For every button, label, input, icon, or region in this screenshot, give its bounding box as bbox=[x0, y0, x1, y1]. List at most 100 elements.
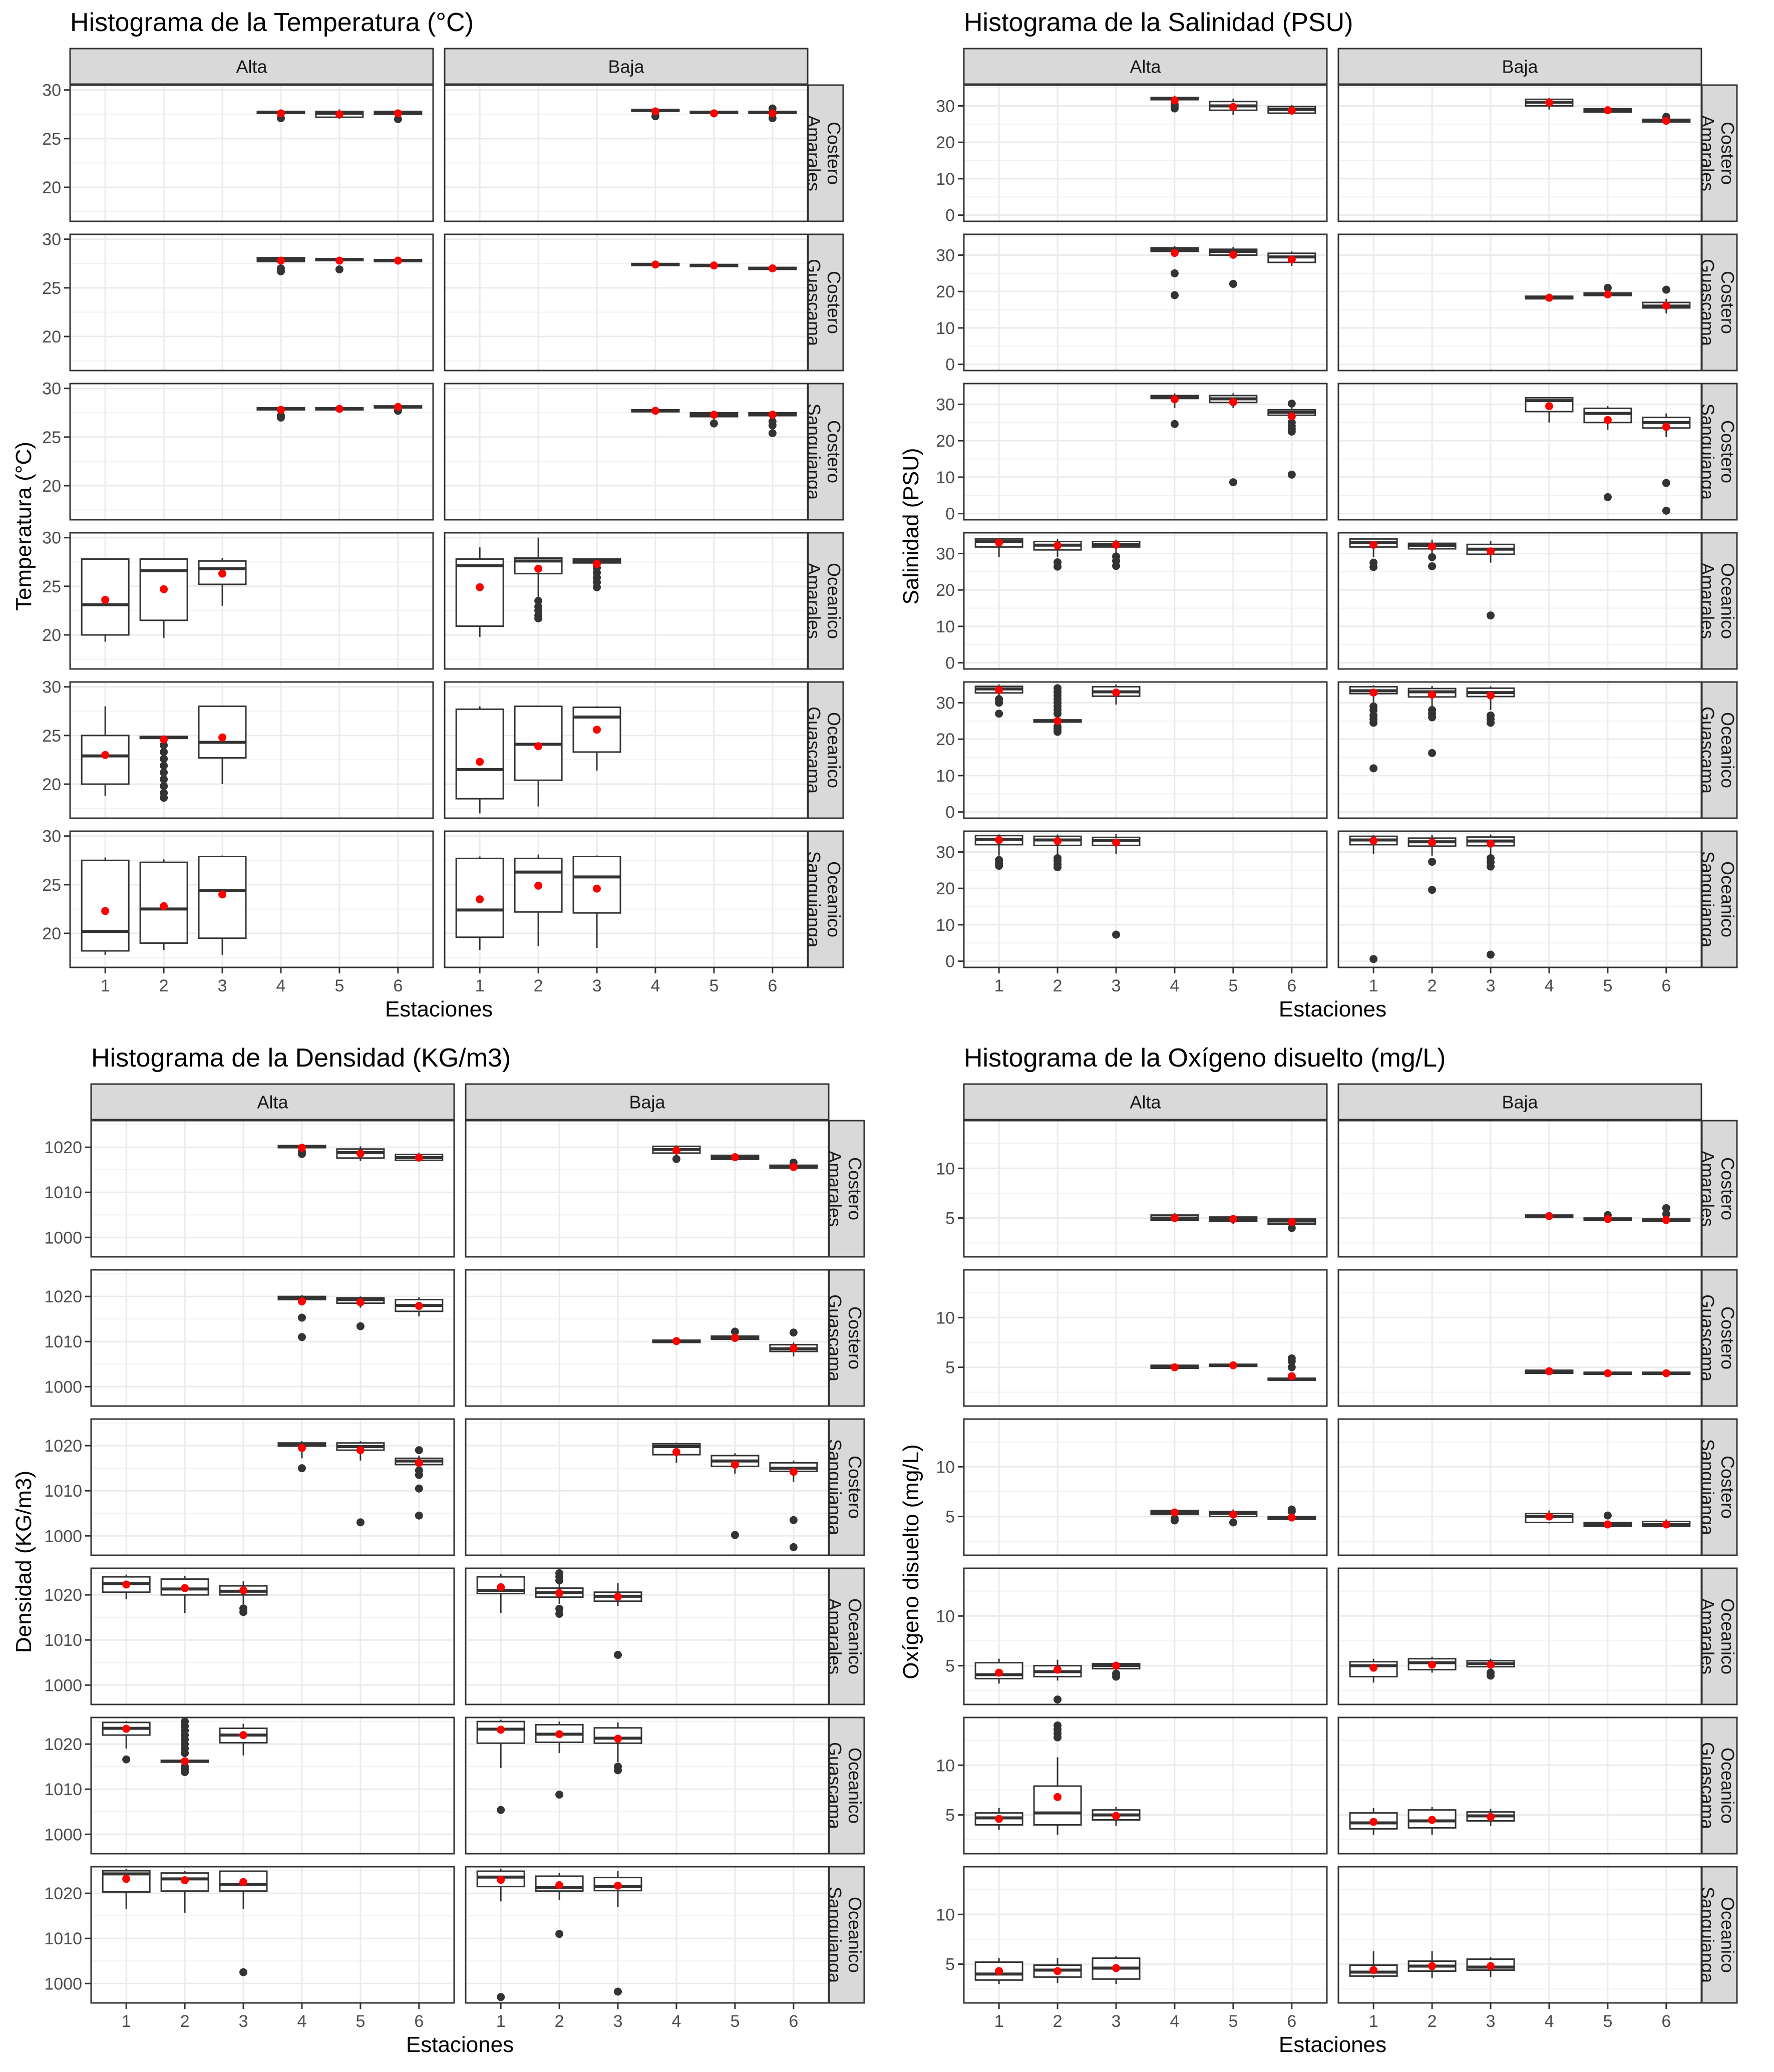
outlier-point bbox=[709, 419, 718, 428]
outlier-point bbox=[593, 583, 601, 591]
panel-background bbox=[466, 1568, 829, 1704]
outlier-point bbox=[1662, 1210, 1670, 1218]
mean-point bbox=[1369, 1663, 1378, 1672]
mean-point bbox=[1053, 1967, 1062, 1975]
mean-point bbox=[1603, 1215, 1612, 1223]
boxplot-station-5 bbox=[315, 109, 364, 119]
boxplot-station-2 bbox=[160, 1871, 209, 1913]
outlier-point bbox=[1287, 1354, 1296, 1362]
outlier-point bbox=[276, 414, 285, 422]
panel bbox=[1337, 681, 1702, 819]
boxplot-station-1 bbox=[455, 856, 504, 950]
panel-border bbox=[69, 84, 434, 222]
x-tick-label: 6 bbox=[1287, 2012, 1296, 2031]
mean-point bbox=[356, 1446, 365, 1455]
boxplot-station-1 bbox=[81, 706, 130, 796]
mean-point bbox=[1545, 1367, 1553, 1375]
panel bbox=[444, 84, 809, 222]
outlier-point bbox=[1053, 710, 1062, 718]
panel-background bbox=[964, 1121, 1327, 1257]
panel-border bbox=[465, 1269, 830, 1407]
panel-background bbox=[1338, 682, 1701, 818]
outlier-point bbox=[1287, 400, 1296, 408]
x-tick-label: 5 bbox=[1603, 2012, 1612, 2031]
boxplot-station-4 bbox=[1150, 1213, 1199, 1222]
outlier-point bbox=[1487, 719, 1495, 727]
boxplot-station-4 bbox=[631, 407, 680, 415]
boxplot-station-5 bbox=[1583, 1511, 1632, 1529]
y-tick-label: 10 bbox=[936, 1308, 955, 1327]
y-tick-label: 20 bbox=[42, 178, 61, 197]
panel-background bbox=[1338, 1419, 1701, 1555]
boxplot-station-6 bbox=[1267, 251, 1316, 266]
panel-background bbox=[964, 234, 1327, 371]
mean-point bbox=[1428, 690, 1437, 699]
boxplot-station-4 bbox=[1525, 293, 1574, 302]
panel-background bbox=[1338, 1717, 1701, 1854]
outlier-point bbox=[297, 1333, 306, 1341]
column-strip bbox=[1337, 1083, 1702, 1121]
panel bbox=[963, 233, 1328, 372]
outlier-point bbox=[1428, 749, 1437, 757]
row-strip-label-1: Oceanico bbox=[1717, 712, 1738, 788]
panel-border bbox=[963, 84, 1328, 222]
panel-border bbox=[963, 1866, 1328, 2004]
y-tick-label: 20 bbox=[42, 477, 61, 496]
boxplot-station-4 bbox=[652, 1145, 701, 1163]
boxplot-station-4 bbox=[1150, 393, 1199, 428]
panel-border bbox=[963, 1418, 1328, 1556]
mean-point bbox=[297, 1297, 306, 1306]
y-tick-label: 25 bbox=[42, 279, 61, 298]
panel-background bbox=[445, 682, 808, 818]
panel bbox=[1337, 233, 1702, 372]
boxplot-station-1 bbox=[1349, 835, 1398, 963]
panel bbox=[90, 1269, 455, 1407]
panel-border bbox=[1337, 532, 1702, 670]
mean-point bbox=[1428, 542, 1437, 551]
boxplot-station-3 bbox=[1466, 1658, 1515, 1680]
x-tick-label: 6 bbox=[1661, 2012, 1671, 2031]
mean-point bbox=[768, 264, 777, 272]
outlier-point bbox=[160, 794, 168, 802]
mean-point bbox=[1112, 1964, 1121, 1972]
y-tick-label: 10 bbox=[936, 468, 955, 487]
panel-border bbox=[90, 1418, 455, 1556]
outlier-point bbox=[415, 1484, 423, 1493]
panel-border bbox=[1337, 1418, 1702, 1556]
mean-point bbox=[1170, 1214, 1179, 1222]
outlier-point bbox=[555, 1576, 564, 1585]
panel-background bbox=[445, 234, 808, 371]
mean-point bbox=[1287, 1218, 1296, 1226]
mean-point bbox=[1053, 717, 1062, 725]
row-strip bbox=[807, 383, 844, 521]
y-tick-label: 20 bbox=[42, 626, 61, 645]
y-tick-label: 20 bbox=[936, 730, 955, 749]
y-tick-label: 0 bbox=[945, 654, 955, 673]
y-tick-label: 20 bbox=[936, 879, 955, 898]
chart-4: Histograma de la Oxígeno disuelto (mg/L)… bbox=[899, 1044, 1738, 2057]
boxplot-station-1 bbox=[974, 1658, 1023, 1684]
mean-point bbox=[1603, 1520, 1612, 1529]
x-tick-label: 1 bbox=[496, 2012, 506, 2031]
boxplot-station-5 bbox=[1209, 1215, 1258, 1224]
outlier-point bbox=[1487, 611, 1495, 620]
x-tick-label: 3 bbox=[218, 976, 227, 995]
outlier-point bbox=[1112, 562, 1121, 570]
box-iqr bbox=[455, 708, 504, 800]
mean-point bbox=[394, 403, 402, 411]
mean-point bbox=[181, 1876, 189, 1885]
x-tick-label: 4 bbox=[651, 976, 660, 995]
mean-point bbox=[1170, 395, 1179, 404]
outlier-point bbox=[297, 1313, 306, 1322]
outlier-point bbox=[1369, 719, 1378, 727]
mean-point bbox=[1487, 547, 1495, 556]
boxplot-station-5 bbox=[1209, 247, 1258, 288]
boxplot-station-2 bbox=[139, 558, 188, 638]
boxplot-station-5 bbox=[315, 256, 364, 273]
mean-point bbox=[1287, 1372, 1296, 1380]
mean-point bbox=[1170, 1508, 1179, 1517]
mean-point bbox=[1053, 1665, 1062, 1674]
